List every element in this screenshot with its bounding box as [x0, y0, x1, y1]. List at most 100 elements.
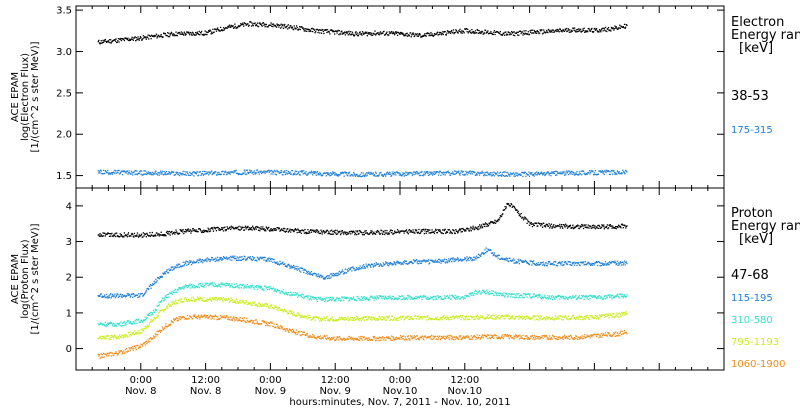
data-point [98, 337, 101, 339]
data-point [593, 294, 595, 297]
data-point [409, 231, 411, 233]
data-point [401, 175, 403, 177]
data-point [534, 30, 536, 33]
data-point [516, 34, 519, 36]
data-point [569, 261, 572, 263]
data-point [106, 233, 108, 235]
data-point [205, 171, 207, 173]
data-point [233, 283, 235, 285]
data-point [560, 264, 562, 266]
data-point [123, 232, 126, 234]
data-point [275, 174, 278, 176]
data-point [578, 29, 581, 31]
data-point [413, 259, 415, 261]
data-point [269, 24, 272, 26]
data-point [281, 24, 284, 27]
data-point [168, 303, 170, 305]
data-point [110, 39, 112, 41]
data-point [426, 230, 428, 233]
data-point [414, 298, 417, 300]
data-point [263, 23, 266, 25]
data-point [164, 273, 167, 275]
data-point [319, 276, 321, 278]
data-point [600, 31, 602, 33]
data-point [112, 235, 114, 238]
data-point [253, 288, 256, 290]
data-point [603, 28, 605, 30]
data-point [98, 324, 101, 326]
data-point [427, 32, 430, 35]
data-point [422, 296, 424, 299]
data-point [411, 33, 414, 35]
data-point [329, 233, 331, 235]
data-point [554, 295, 557, 298]
data-point [556, 28, 559, 31]
data-point [222, 297, 225, 299]
data-point [484, 222, 487, 224]
data-point [316, 28, 319, 31]
data-point [192, 228, 194, 230]
data-point [598, 224, 600, 227]
data-point [146, 36, 149, 39]
data-point [190, 285, 192, 287]
data-point [279, 263, 282, 265]
data-point [434, 228, 437, 231]
data-point [518, 34, 520, 36]
data-point [602, 263, 604, 265]
data-point [331, 300, 333, 302]
data-point [557, 262, 559, 265]
data-point [210, 33, 212, 35]
data-point [471, 260, 473, 262]
data-point [454, 297, 456, 300]
data-point [552, 298, 554, 301]
data-point [162, 174, 165, 176]
data-point [483, 290, 485, 293]
data-point [293, 266, 295, 268]
data-point [482, 172, 484, 174]
data-point [202, 299, 204, 301]
data-point [150, 38, 152, 40]
data-point [513, 31, 515, 33]
data-point [320, 276, 323, 278]
data-point [275, 171, 277, 173]
data-point [277, 262, 279, 265]
data-point [279, 24, 281, 26]
data-point [310, 172, 312, 174]
data-point [411, 298, 414, 300]
data-point [383, 233, 386, 236]
data-point [541, 295, 543, 297]
data-point [303, 30, 306, 32]
data-point [108, 235, 111, 238]
data-point [119, 38, 121, 41]
data-point [537, 171, 540, 174]
data-point [438, 31, 440, 34]
data-point [114, 325, 116, 328]
data-point [358, 175, 361, 177]
data-point [268, 171, 270, 174]
data-point [594, 225, 596, 227]
data-point [578, 262, 580, 264]
data-point [210, 299, 212, 301]
data-point [136, 294, 139, 296]
data-point [500, 293, 502, 295]
data-point [603, 228, 605, 230]
data-point [493, 222, 495, 225]
data-point [219, 297, 222, 299]
data-point [378, 265, 380, 268]
data-point [429, 262, 431, 264]
data-point [620, 264, 623, 266]
data-point [126, 170, 129, 172]
data-point [370, 171, 372, 174]
data-point [196, 32, 198, 34]
data-point [609, 261, 611, 263]
data-point [285, 292, 288, 294]
data-point [271, 258, 273, 260]
data-point [600, 226, 603, 228]
data-point [216, 285, 219, 288]
data-point [552, 172, 554, 174]
data-point [235, 302, 237, 304]
data-point [618, 27, 620, 29]
data-point [462, 296, 464, 298]
data-point [236, 283, 238, 285]
data-point [289, 171, 291, 173]
